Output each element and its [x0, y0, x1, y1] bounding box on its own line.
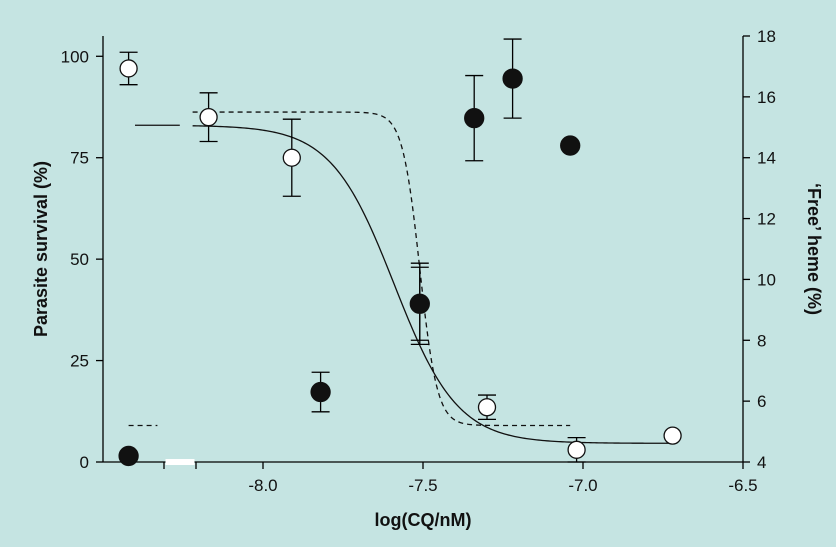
- data-point-filled: [118, 445, 139, 467]
- y-left-tick-label: 75: [70, 149, 89, 168]
- data-point-open: [477, 398, 497, 417]
- y-right-tick-label: 14: [757, 149, 776, 168]
- y-right-tick-label: 8: [757, 331, 766, 350]
- x-axis-break-gap: [165, 459, 195, 465]
- error-bars: [119, 38, 586, 463]
- x-tick-label: -8.0: [248, 476, 277, 495]
- y-right-ticks: 4 6 8 10 12 14 16 18: [743, 27, 776, 472]
- y-right-tick-label: 18: [757, 27, 776, 46]
- y-left-tick-label: 0: [80, 453, 89, 472]
- data-point-filled: [310, 381, 331, 403]
- fit-curve-solid: [192, 125, 673, 444]
- data-point-filled: [502, 68, 523, 89]
- y-left-tick-label: 100: [61, 47, 89, 66]
- y-left-tick-label: 25: [70, 352, 89, 371]
- y-axis-right-title: ‘Free’ heme (%): [804, 183, 824, 315]
- fit-curves: [128, 111, 673, 444]
- data-point-open: [282, 148, 301, 167]
- data-points: [118, 59, 682, 467]
- fit-curve-dashed: [192, 111, 571, 427]
- y-left-tick-label: 50: [70, 250, 89, 269]
- y-axis-left-title: Parasite survival (%): [31, 161, 51, 337]
- x-axis-title: log(CQ/nM): [375, 510, 472, 530]
- y-right-tick-label: 6: [757, 392, 766, 411]
- y-right-tick-label: 12: [757, 210, 776, 229]
- data-point-open: [119, 59, 138, 78]
- x-ticks: -8.0 -7.5 -7.0 -6.5: [248, 462, 758, 495]
- y-right-tick-label: 10: [757, 270, 776, 289]
- data-point-filled: [464, 108, 485, 129]
- data-point-filled: [560, 135, 581, 156]
- plot-area: -8.0 -7.5 -7.0 -6.5 0 25 50 75 100 4 6 8 10 12 14 16 1…: [61, 27, 776, 495]
- y-right-tick-label: 4: [757, 453, 766, 472]
- data-point-open: [663, 426, 682, 445]
- x-tick-label: -7.0: [568, 476, 597, 495]
- data-point-open: [567, 440, 586, 459]
- data-point-open: [199, 107, 218, 127]
- x-tick-label: -7.5: [408, 476, 437, 495]
- y-left-ticks: 0 25 50 75 100: [61, 47, 103, 472]
- data-point-filled: [409, 293, 430, 314]
- y-right-tick-label: 16: [757, 88, 776, 107]
- x-tick-label: -6.5: [728, 476, 757, 495]
